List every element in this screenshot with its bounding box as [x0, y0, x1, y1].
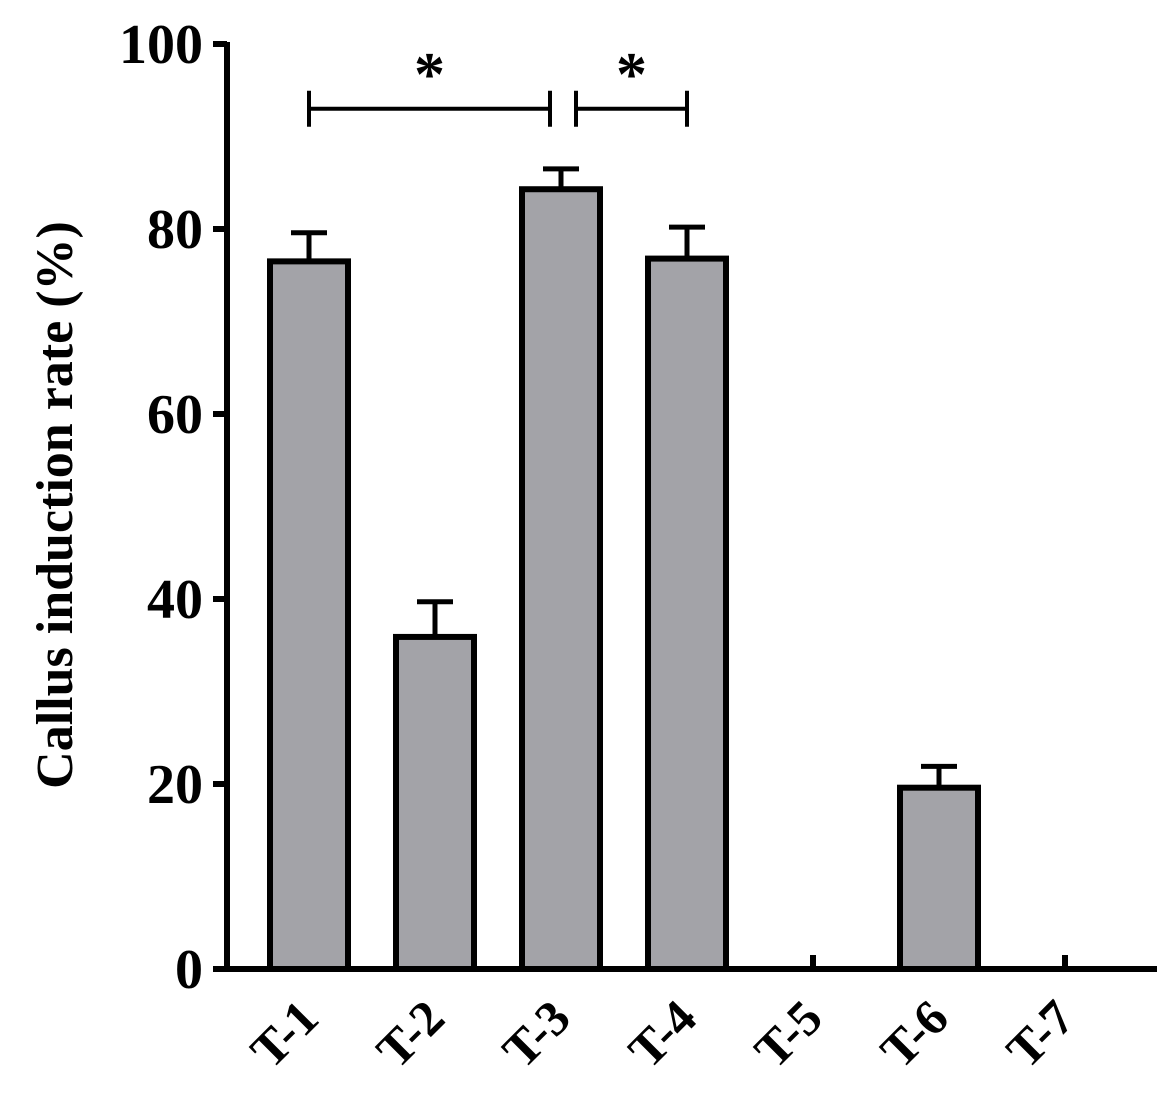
bar [267, 258, 351, 972]
y-tick-label: 40 [147, 569, 203, 631]
bar [393, 633, 477, 972]
bar [645, 255, 729, 973]
x-tick-label: T-2 [365, 989, 454, 1078]
y-tick-label: 20 [147, 754, 203, 816]
x-tick-label: T-3 [491, 989, 580, 1078]
y-axis-label: Callus induction rate (%) [27, 221, 84, 789]
x-tick-label: T-4 [617, 989, 706, 1078]
bar [519, 186, 603, 973]
y-tick-label: 100 [119, 14, 203, 76]
y-tick-label: 80 [147, 199, 203, 261]
x-tick-label: T-5 [743, 989, 832, 1078]
bar [897, 784, 981, 973]
x-tick-label: T-1 [239, 989, 328, 1078]
x-tick-label: T-6 [869, 989, 958, 1078]
x-tick-label: T-7 [995, 989, 1084, 1078]
y-tick-label: 60 [147, 384, 203, 446]
chart-marks: 0 20 40 60 80 100 T-1 T-2 T-3 T-4 T-5 T-6 T-7 * * [119, 14, 1157, 1079]
significance-star: * [414, 41, 445, 109]
significance-star: * [616, 41, 647, 109]
y-tick-label: 0 [175, 939, 203, 1001]
